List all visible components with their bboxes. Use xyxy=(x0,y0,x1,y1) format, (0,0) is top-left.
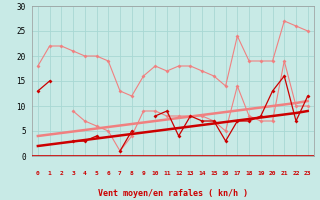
Text: Vent moyen/en rafales ( kn/h ): Vent moyen/en rafales ( kn/h ) xyxy=(98,189,248,198)
